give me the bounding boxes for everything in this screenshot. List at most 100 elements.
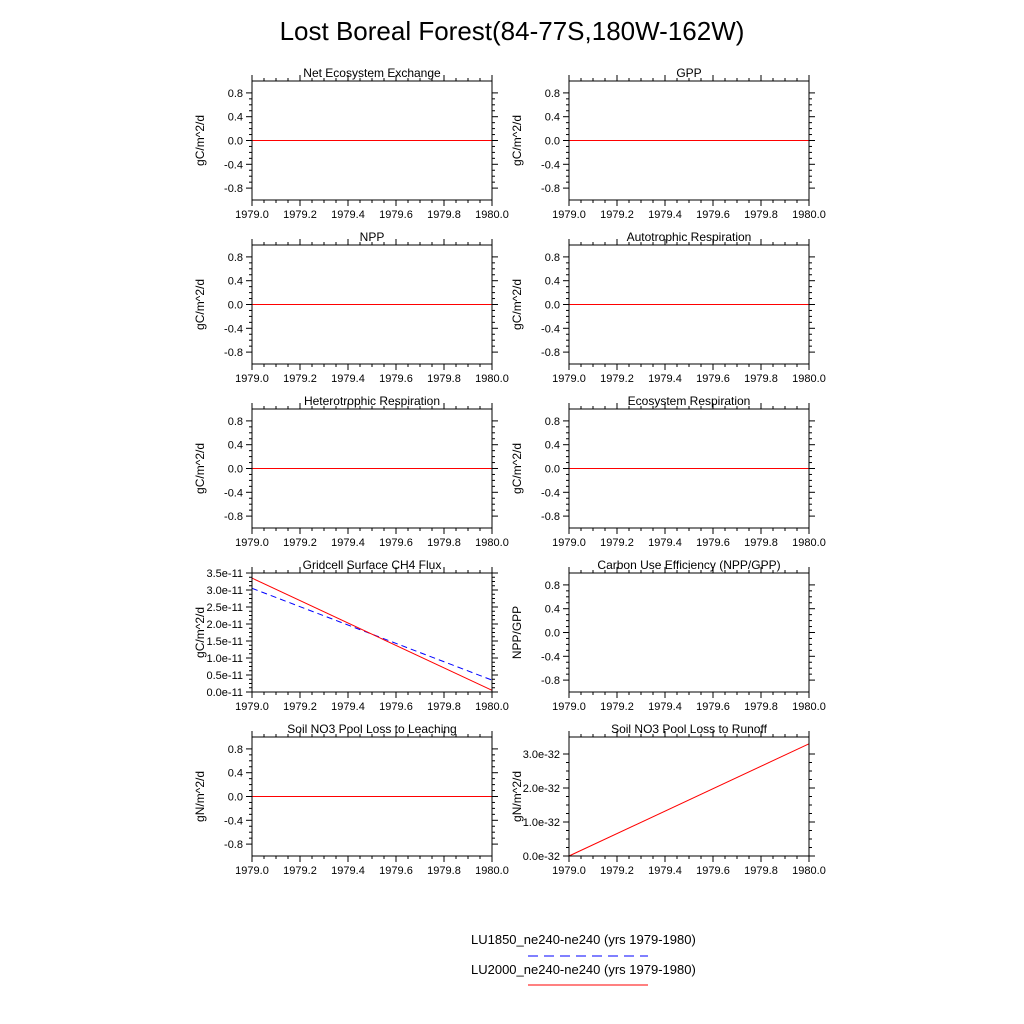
x-tick-label: 1979.2 xyxy=(283,865,317,877)
legend-label-lu1850: LU1850_ne240-ne240 (yrs 1979-1980) xyxy=(471,932,696,947)
y-tick-label: -0.4 xyxy=(541,651,560,663)
x-tick-label: 1979.2 xyxy=(600,701,634,713)
x-tick-label: 1979.6 xyxy=(696,865,730,877)
y-tick-label: 0.8 xyxy=(545,580,560,592)
y-axis-label: gC/m^2/d xyxy=(510,279,524,330)
x-tick-label: 1979.0 xyxy=(235,537,269,549)
y-tick-label: 0.4 xyxy=(545,440,560,452)
x-tick-label: 1980.0 xyxy=(475,701,509,713)
panel-ecosystem-respiration: Ecosystem Respiration 1979.0 1979.2 1979.4 1… xyxy=(510,394,826,549)
y-tick-label: -0.4 xyxy=(541,159,560,171)
y-tick-label: 0.4 xyxy=(545,604,560,616)
panel-title: Carbon Use Efficiency (NPP/GPP) xyxy=(597,558,780,572)
x-tick-label: 1979.0 xyxy=(552,537,586,549)
y-tick-label: 0.4 xyxy=(545,112,560,124)
x-tick-label: 1979.8 xyxy=(427,537,461,549)
x-tick-label: 1979.4 xyxy=(331,701,365,713)
x-tick-label: 1979.2 xyxy=(283,537,317,549)
x-tick-label: 1979.2 xyxy=(600,373,634,385)
y-tick-label: -0.8 xyxy=(224,511,243,523)
y-axis-label: gN/m^2/d xyxy=(510,771,524,822)
y-tick-label: 3.5e-11 xyxy=(207,568,244,580)
x-tick-label: 1979.8 xyxy=(744,865,778,877)
y-tick-label: 0.0 xyxy=(545,136,560,148)
y-tick-label: -0.4 xyxy=(541,487,560,499)
panel-autotrophic-respiration: Autotrophic Respiration 1979.0 1979.2 1979.… xyxy=(510,230,826,385)
x-tick-label: 1979.6 xyxy=(379,701,413,713)
x-tick-label: 1979.4 xyxy=(648,209,682,221)
plot-frame xyxy=(251,408,493,529)
panel-title: NPP xyxy=(360,230,385,244)
y-tick-label: 2.0e-32 xyxy=(523,783,560,795)
panel-title: Ecosystem Respiration xyxy=(628,394,751,408)
y-tick-label: 0.8 xyxy=(228,88,243,100)
series-lu2000-line xyxy=(251,577,493,691)
x-tick-label: 1979.6 xyxy=(696,537,730,549)
x-tick-label: 1979.8 xyxy=(744,373,778,385)
x-tick-label: 1979.8 xyxy=(427,373,461,385)
panels: Net Ecosystem Exchange 1979.0 1979.2 1979.4… xyxy=(193,66,826,877)
y-tick-label: 0.0 xyxy=(545,300,560,312)
y-tick-label: 1.0e-11 xyxy=(207,653,244,665)
y-axis-label: gC/m^2/d xyxy=(193,115,207,166)
y-tick-label: 0.4 xyxy=(545,276,560,288)
x-tick-label: 1979.2 xyxy=(283,701,317,713)
y-tick-label: 1.0e-32 xyxy=(523,817,560,829)
panel-title: Autotrophic Respiration xyxy=(627,230,752,244)
x-tick-label: 1980.0 xyxy=(792,537,826,549)
panel-soil-no3-pool-loss-to-leaching: Soil NO3 Pool Loss to Leaching 1979.0 1979… xyxy=(193,722,509,877)
y-tick-label: 0.0e-11 xyxy=(207,687,244,699)
y-axis-label: gC/m^2/d xyxy=(193,607,207,658)
x-tick-label: 1979.0 xyxy=(235,701,269,713)
x-tick-label: 1979.6 xyxy=(696,701,730,713)
x-tick-label: 1979.6 xyxy=(696,373,730,385)
x-tick-label: 1979.4 xyxy=(331,865,365,877)
y-tick-label: 0.8 xyxy=(228,252,243,264)
plot-frame xyxy=(568,244,810,365)
plot-frame xyxy=(568,408,810,529)
x-tick-label: 1979.2 xyxy=(600,209,634,221)
y-tick-label: -0.4 xyxy=(224,815,243,827)
y-tick-label: 0.4 xyxy=(228,276,243,288)
y-axis-label: gC/m^2/d xyxy=(193,279,207,330)
y-tick-label: 0.0 xyxy=(545,464,560,476)
y-tick-label: -0.4 xyxy=(541,323,560,335)
y-tick-label: 0.8 xyxy=(545,416,560,428)
y-tick-label: 0.8 xyxy=(545,88,560,100)
y-tick-label: 0.4 xyxy=(228,112,243,124)
x-tick-label: 1980.0 xyxy=(792,373,826,385)
plot-frame xyxy=(251,736,493,857)
y-tick-label: 0.0 xyxy=(545,628,560,640)
y-tick-label: 2.0e-11 xyxy=(207,619,244,631)
x-tick-label: 1980.0 xyxy=(792,865,826,877)
plot-frame xyxy=(568,736,810,857)
y-tick-label: -0.8 xyxy=(541,183,560,195)
x-tick-label: 1979.4 xyxy=(331,373,365,385)
panel-carbon-use-efficiency-npp-gpp: Carbon Use Efficiency (NPP/GPP) 1979.0 197… xyxy=(510,558,826,713)
y-tick-label: -0.8 xyxy=(541,511,560,523)
y-tick-label: -0.4 xyxy=(224,323,243,335)
x-tick-label: 1980.0 xyxy=(792,209,826,221)
plot-frame xyxy=(568,572,810,693)
panel-soil-no3-pool-loss-to-runoff: Soil NO3 Pool Loss to Runoff 1979.0 1979.2… xyxy=(510,722,826,877)
y-tick-label: 0.4 xyxy=(228,768,243,780)
legend: LU1850_ne240-ne240 (yrs 1979-1980) LU200… xyxy=(471,932,696,986)
x-tick-label: 1979.6 xyxy=(379,865,413,877)
x-tick-label: 1979.0 xyxy=(552,865,586,877)
panel-title: Net Ecosystem Exchange xyxy=(303,66,441,80)
series-group xyxy=(251,577,493,691)
x-tick-label: 1979.6 xyxy=(379,209,413,221)
y-tick-label: 0.0 xyxy=(228,464,243,476)
y-tick-label: 0.5e-11 xyxy=(207,670,244,682)
y-tick-label: 0.4 xyxy=(228,440,243,452)
plot-frame xyxy=(251,244,493,365)
y-tick-label: 0.0 xyxy=(228,300,243,312)
x-tick-label: 1979.8 xyxy=(744,537,778,549)
y-tick-label: 0.8 xyxy=(228,744,243,756)
y-tick-label: -0.4 xyxy=(224,159,243,171)
x-tick-label: 1979.2 xyxy=(283,209,317,221)
x-tick-label: 1980.0 xyxy=(475,373,509,385)
x-tick-label: 1979.2 xyxy=(600,537,634,549)
x-tick-label: 1979.8 xyxy=(427,701,461,713)
